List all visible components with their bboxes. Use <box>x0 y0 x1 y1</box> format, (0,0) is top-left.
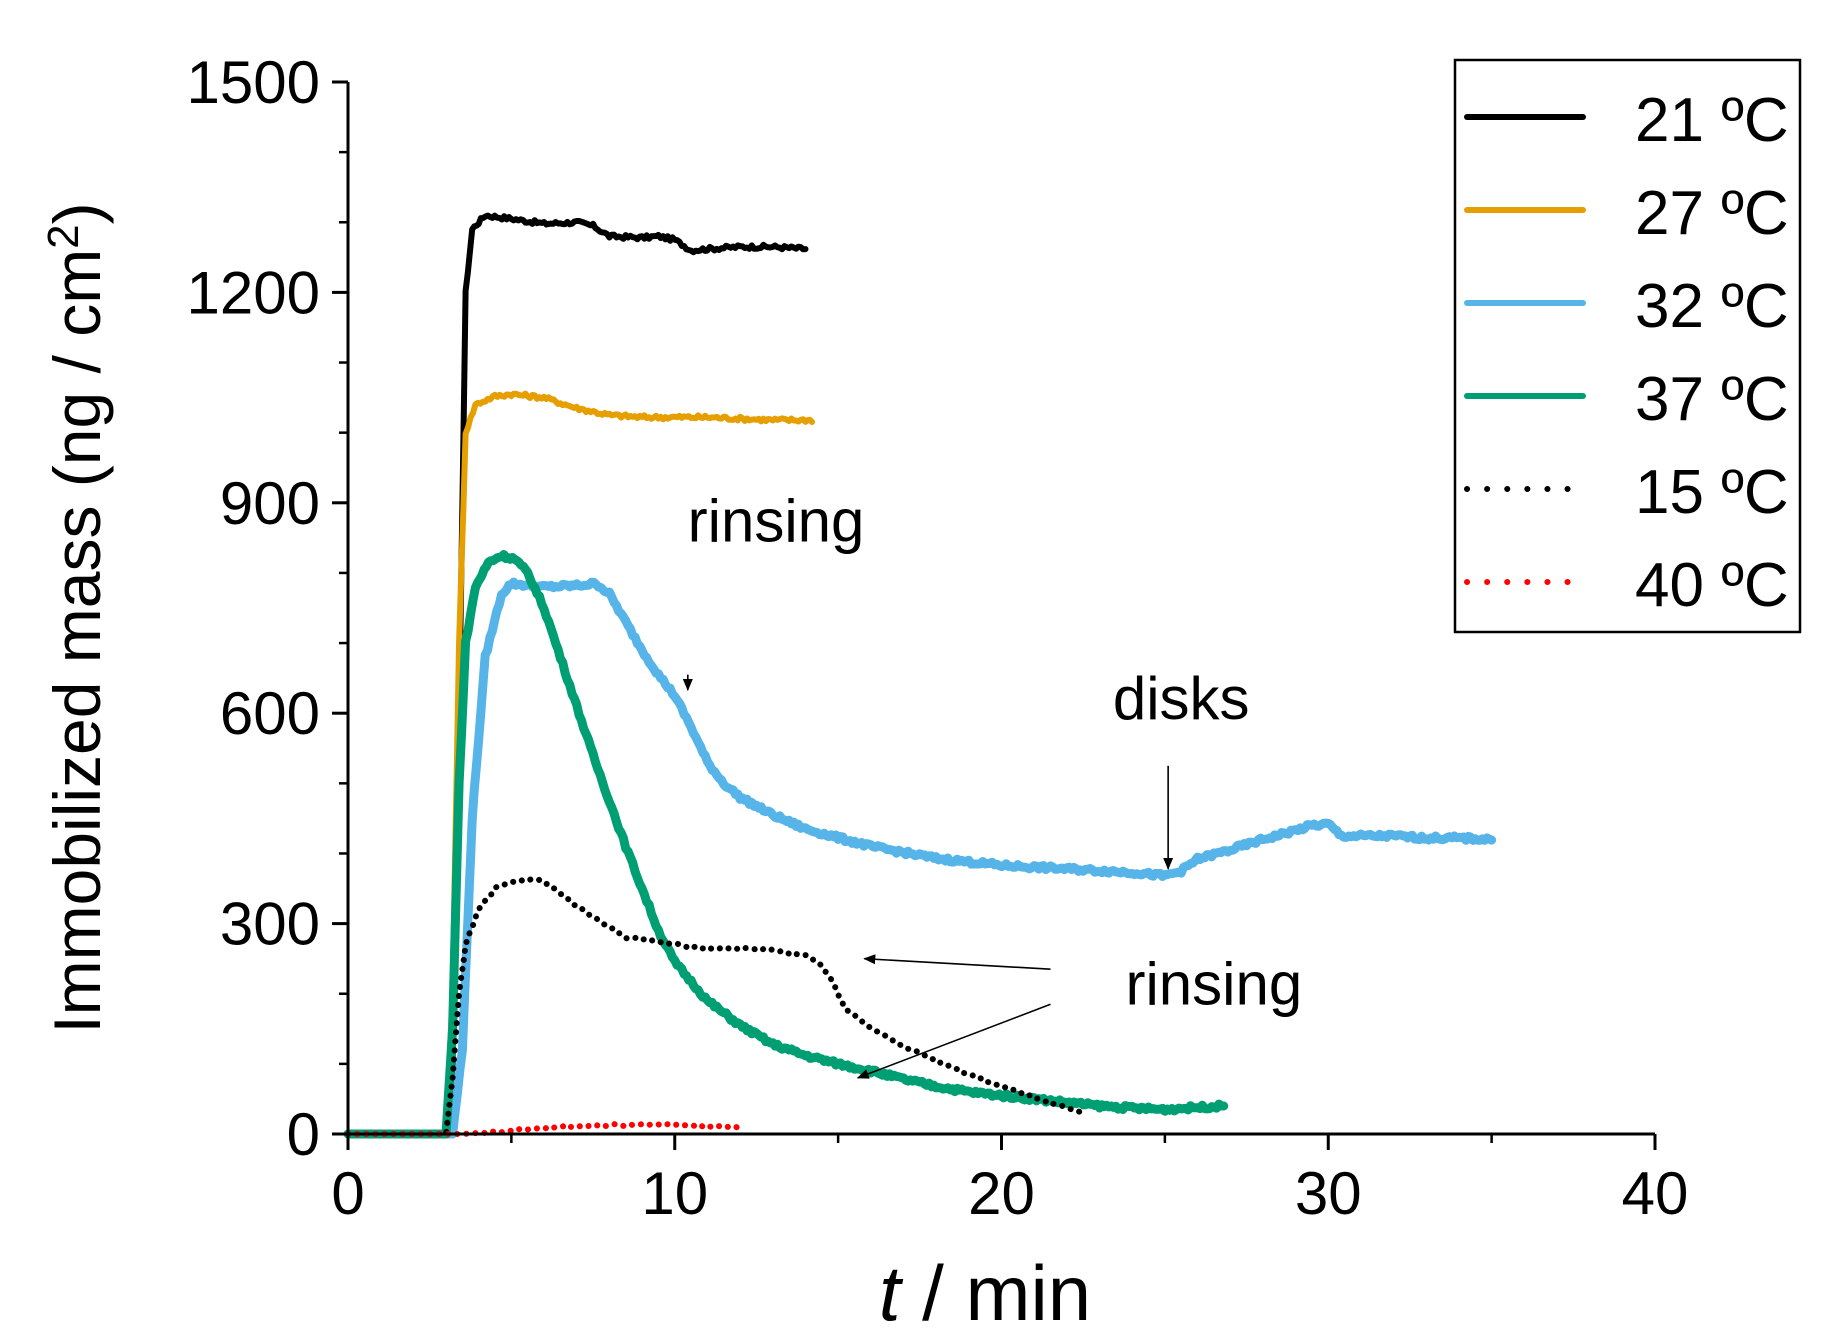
annotation-label: disks <box>1113 665 1250 732</box>
y-tick-label: 900 <box>220 470 320 537</box>
y-axis-label: Immobilized mass (ng / cm2) <box>39 202 114 1033</box>
legend-label: 21 ºC <box>1635 86 1789 155</box>
legend-label: 32 ºC <box>1635 272 1789 341</box>
annotation-label: rinsing <box>1126 950 1303 1017</box>
annotation-arrow <box>863 954 1051 970</box>
series-line-21C <box>345 212 809 1137</box>
legend-label: 37 ºC <box>1635 365 1789 434</box>
x-tick-label: 10 <box>641 1160 708 1227</box>
x-tick-label: 0 <box>331 1160 364 1227</box>
legend: 21 ºC 27 ºC 32 ºC 37 ºC 15 ºC 40 ºC <box>1453 58 1802 634</box>
y-tick-label: 600 <box>220 680 320 747</box>
y-tick-label: 300 <box>220 891 320 958</box>
annotations-layer: rinsing disks rinsing <box>682 487 1303 1079</box>
series-layer <box>343 212 1497 1139</box>
x-axis-label: t / min <box>879 1249 1091 1337</box>
axes-layer: 0 10 20 30 40 0 300 600 900 1200 1500 <box>187 49 1689 1227</box>
legend-label: 27 ºC <box>1635 179 1789 248</box>
annotation-label: rinsing <box>688 487 865 554</box>
annotation-arrow <box>856 1003 1051 1079</box>
legend-box <box>1453 58 1802 634</box>
x-tick-label: 30 <box>1295 1160 1362 1227</box>
legend-label: 15 ºC <box>1635 458 1789 527</box>
x-tick-label: 40 <box>1622 1160 1689 1227</box>
x-tick-label: 20 <box>968 1160 1035 1227</box>
y-tick-label: 0 <box>287 1101 320 1168</box>
y-tick-label: 1500 <box>187 49 320 116</box>
legend-label: 40 ºC <box>1635 551 1789 620</box>
y-tick-label: 1200 <box>187 259 320 326</box>
series-line-32C <box>343 577 1497 1139</box>
series-line-15C <box>345 875 1087 1137</box>
series-line-37C <box>343 550 1229 1139</box>
